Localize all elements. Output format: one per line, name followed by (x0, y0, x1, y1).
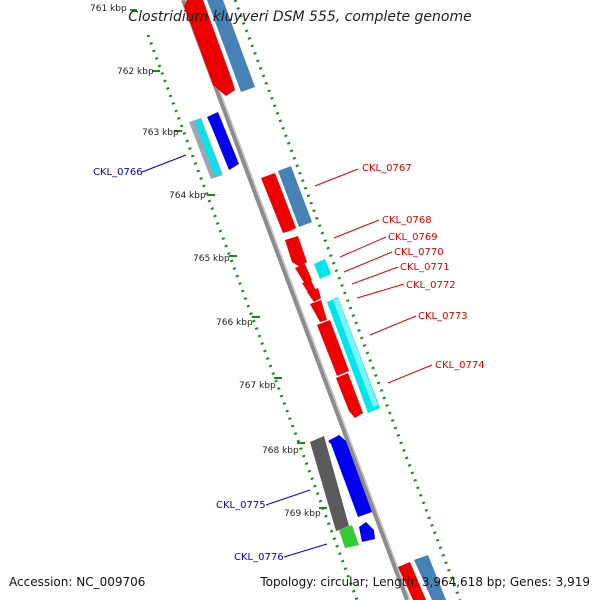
kbp-label: 763 kbp (142, 128, 179, 138)
gene-arrow-steel[interactable] (207, 0, 255, 92)
gene-label-ckl-0775[interactable]: CKL_0775 (216, 500, 266, 511)
leader-ckl-0775 (265, 489, 311, 506)
gene-arrow-red[interactable] (317, 320, 349, 376)
outer-tick-line-right (233, 0, 462, 600)
leader-ckl-0776 (283, 543, 328, 558)
gene-label-ckl-0767[interactable]: CKL_0767 (362, 163, 412, 174)
genome-summary-text: Topology: circular; Length: 3,964,618 bp… (260, 575, 590, 589)
leader-ckl-0768 (333, 219, 380, 239)
gene-arrow-cyan[interactable] (314, 259, 331, 279)
kbp-label: 769 kbp (284, 509, 321, 519)
gene-arrow-red[interactable] (336, 373, 363, 418)
gene-label-ckl-0766[interactable]: CKL_0766 (93, 167, 143, 178)
leader-ckl-0767 (314, 168, 359, 187)
gene-arrow-red[interactable] (261, 173, 296, 233)
kbp-label: 761 kbp (90, 4, 127, 14)
kbp-label: 764 kbp (169, 191, 206, 201)
gene-label-ckl-0770[interactable]: CKL_0770 (394, 247, 444, 258)
gene-arrow-red[interactable] (310, 300, 327, 322)
leader-ckl-0771 (351, 266, 399, 285)
gene-steel-bottom[interactable] (414, 555, 446, 600)
leader-ckl-0766 (141, 154, 187, 173)
gene-label-ckl-0772[interactable]: CKL_0772 (406, 280, 456, 291)
leader-ckl-0770 (343, 251, 393, 273)
gene-gray-block[interactable] (310, 436, 349, 531)
backbone-line (181, 0, 409, 600)
kbp-label: 767 kbp (239, 381, 276, 391)
map-title: Clostridium kluyveri DSM 555, complete g… (128, 9, 472, 25)
leader-ckl-0769 (339, 236, 387, 258)
gene-arrow-cyan-light[interactable] (333, 298, 378, 407)
kbp-ticks (130, 9, 327, 509)
gene-arrow-steel[interactable] (278, 166, 312, 227)
gene-green-block[interactable] (339, 525, 359, 548)
gene-arrow-blue[interactable] (359, 522, 375, 542)
backbone-line-inner (185, 0, 411, 600)
leader-ckl-0772 (356, 283, 405, 299)
label-leaders (141, 154, 433, 558)
leader-ckl-0774 (387, 364, 433, 384)
gene-label-ckl-0773[interactable]: CKL_0773 (418, 311, 468, 322)
gene-label-ckl-0776[interactable]: CKL_0776 (234, 552, 284, 563)
kbp-label: 765 kbp (193, 254, 230, 264)
gene-label-ckl-0774[interactable]: CKL_0774 (435, 360, 485, 371)
leader-ckl-0773 (369, 315, 417, 336)
kbp-label: 768 kbp (262, 446, 299, 456)
gene-arrow-blue[interactable] (328, 435, 372, 517)
accession-text: Accession: NC_009706 (9, 575, 146, 589)
gene-arrow-red[interactable] (285, 236, 307, 267)
kbp-label: 766 kbp (216, 318, 253, 328)
gene-cyan-strip[interactable] (195, 119, 221, 176)
gene-label-ckl-0769[interactable]: CKL_0769 (388, 232, 438, 243)
gene-label-ckl-0771[interactable]: CKL_0771 (400, 262, 450, 273)
gene-arrow-red[interactable] (184, 0, 235, 96)
gene-arrow-red[interactable] (295, 264, 312, 284)
gene-label-ckl-0768[interactable]: CKL_0768 (382, 215, 432, 226)
gene-red-bottom[interactable] (398, 562, 426, 600)
gene-arrow-red[interactable] (307, 288, 321, 302)
gene-arrow-blue[interactable] (207, 112, 239, 170)
kbp-label: 762 kbp (117, 67, 154, 77)
